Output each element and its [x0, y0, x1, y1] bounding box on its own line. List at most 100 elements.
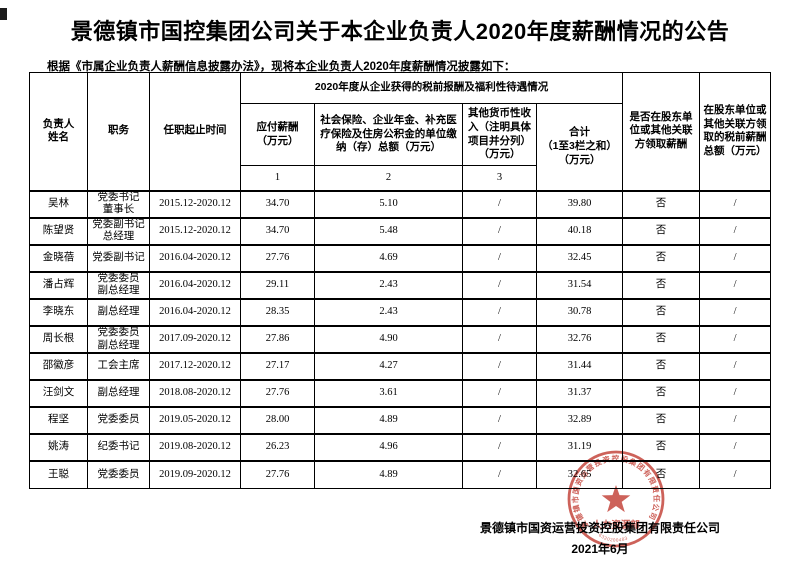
cell-related-amount: / — [699, 189, 772, 219]
header-row-numbers: 1 2 3 — [30, 165, 771, 192]
cell-pay: 26.23 — [240, 433, 315, 462]
col-header-total: 合计 （1至3栏之和） （万元） — [535, 103, 624, 191]
cell-related-amount: / — [699, 243, 772, 273]
header-row-sub: 应付薪酬 （万元） 社会保险、企业年金、补充医疗保险及住房公积金的单位缴纳（存）… — [30, 103, 771, 191]
cell-other: / — [462, 406, 537, 435]
cell-name: 邵徽彦 — [29, 352, 88, 381]
table-row: 吴林 党委书记 董事长 2015.12-2020.12 34.70 5.10 /… — [29, 189, 772, 219]
cell-other: / — [462, 270, 537, 300]
cell-term: 2015.12-2020.12 — [149, 189, 241, 219]
stamp-code-text: 6320200483 — [598, 533, 628, 543]
cell-insurance: 2.43 — [314, 298, 463, 327]
cell-term: 2016.04-2020.12 — [149, 270, 241, 300]
cell-name: 程坚 — [29, 406, 88, 435]
cell-related: 否 — [622, 406, 701, 435]
cell-total: 31.37 — [535, 379, 624, 408]
cell-term: 2017.12-2020.12 — [149, 352, 241, 381]
cell-total: 31.44 — [535, 352, 624, 381]
cell-other: / — [462, 243, 537, 273]
cell-related-amount: / — [699, 352, 772, 381]
table-row: 程坚 党委委员 2019.05-2020.12 28.00 4.89 / 32.… — [29, 406, 772, 435]
cell-related: 否 — [622, 216, 701, 246]
cell-term: 2019.08-2020.12 — [149, 433, 241, 462]
cell-position: 工会主席 — [87, 352, 150, 381]
col-header-related-amount: 在股东单位或其他关联方领取的税前薪酬总额（万元） — [699, 72, 772, 191]
cell-term: 2016.04-2020.12 — [149, 298, 241, 327]
cell-other: / — [462, 379, 537, 408]
cell-position: 党委委员 — [87, 460, 150, 489]
cell-total: 32.76 — [535, 325, 624, 354]
hr-department-stamp: 景德镇市国资运营投资控股集团有限责任公司 人力资源部 6320200483 — [567, 450, 665, 548]
cell-term: 2019.09-2020.12 — [149, 460, 241, 489]
cell-related-amount: / — [699, 216, 772, 246]
cell-total: 32.65 — [535, 460, 624, 489]
cell-position: 党委书记 董事长 — [87, 189, 150, 219]
cell-position: 纪委书记 — [87, 433, 150, 462]
cell-pay: 27.86 — [240, 325, 315, 354]
cell-total: 31.54 — [535, 270, 624, 300]
svg-text:6320200483: 6320200483 — [598, 533, 629, 543]
cell-related: 否 — [622, 298, 701, 327]
cell-position: 副总经理 — [87, 379, 150, 408]
table-row: 周长根 党委委员 副总经理 2017.09-2020.12 27.86 4.90… — [29, 325, 772, 354]
cell-position: 党委委员 — [87, 406, 150, 435]
cell-other: / — [462, 189, 537, 219]
table-row: 汪剑文 副总经理 2018.08-2020.12 27.76 3.61 / 31… — [29, 379, 772, 408]
cell-insurance: 4.69 — [314, 243, 463, 273]
cell-insurance: 4.89 — [314, 460, 463, 489]
cell-name: 王聪 — [29, 460, 88, 489]
cell-insurance: 4.27 — [314, 352, 463, 381]
cell-position: 党委委员 副总经理 — [87, 325, 150, 354]
cell-other: / — [462, 352, 537, 381]
cell-name: 金晓蓓 — [29, 243, 88, 273]
cell-total: 31.19 — [535, 433, 624, 462]
col-header-pay: 应付薪酬 （万元） — [240, 103, 315, 166]
cell-pay: 34.70 — [240, 216, 315, 246]
cell-pay: 29.11 — [240, 270, 315, 300]
stamp-star-icon — [601, 485, 631, 513]
cell-related-amount: / — [699, 433, 772, 462]
cell-total: 39.80 — [535, 189, 624, 219]
cell-related: 否 — [622, 379, 701, 408]
cell-term: 2015.12-2020.12 — [149, 216, 241, 246]
cell-insurance: 5.10 — [314, 189, 463, 219]
cell-other: / — [462, 460, 537, 489]
cell-term: 2018.08-2020.12 — [149, 379, 241, 408]
table-row: 邵徽彦 工会主席 2017.12-2020.12 27.17 4.27 / 31… — [29, 352, 772, 381]
col-header-position: 职务 — [87, 72, 150, 191]
cell-position: 党委副书记 总经理 — [87, 216, 150, 246]
cell-insurance: 4.96 — [314, 433, 463, 462]
cell-related: 否 — [622, 325, 701, 354]
cell-total: 32.89 — [535, 406, 624, 435]
cell-name: 李晓东 — [29, 298, 88, 327]
cell-insurance: 2.43 — [314, 270, 463, 300]
cell-related: 否 — [622, 352, 701, 381]
cell-other: / — [462, 298, 537, 327]
cell-term: 2017.09-2020.12 — [149, 325, 241, 354]
cell-related-amount: / — [699, 460, 772, 489]
cell-related: 否 — [622, 243, 701, 273]
cell-pay: 28.35 — [240, 298, 315, 327]
cell-related-amount: / — [699, 270, 772, 300]
cell-position: 党委副书记 — [87, 243, 150, 273]
intro-text: 根据《市属企业负责人薪酬信息披露办法》，现将本企业负责人2020年度薪酬情况披露… — [47, 61, 516, 73]
col-number-2: 2 — [314, 165, 463, 192]
col-header-insurance: 社会保险、企业年金、补充医疗保险及住房公积金的单位缴纳（存）总额（万元） — [314, 103, 463, 166]
cell-term: 2019.05-2020.12 — [149, 406, 241, 435]
col-header-group: 2020年度从企业获得的税前报酬及福利性待遇情况 — [239, 72, 624, 104]
cell-other: / — [462, 216, 537, 246]
cell-related: 否 — [622, 189, 701, 219]
cell-total: 40.18 — [535, 216, 624, 246]
cell-related-amount: / — [699, 379, 772, 408]
table-row: 王聪 党委委员 2019.09-2020.12 27.76 4.89 / 32.… — [29, 460, 772, 489]
cell-pay: 34.70 — [240, 189, 315, 219]
cell-other: / — [462, 433, 537, 462]
cell-related-amount: / — [699, 406, 772, 435]
cell-name: 陈望贤 — [29, 216, 88, 246]
cell-pay: 27.17 — [240, 352, 315, 381]
cell-pay: 27.76 — [240, 460, 315, 489]
cell-insurance: 5.48 — [314, 216, 463, 246]
salary-table: 负责人 姓名 职务 任职起止时间 2020年度从企业获得的税前报酬及福利性待遇情… — [29, 72, 772, 489]
cell-name: 吴林 — [29, 189, 88, 219]
stamp-department-text: 人力资源部 — [592, 519, 640, 531]
